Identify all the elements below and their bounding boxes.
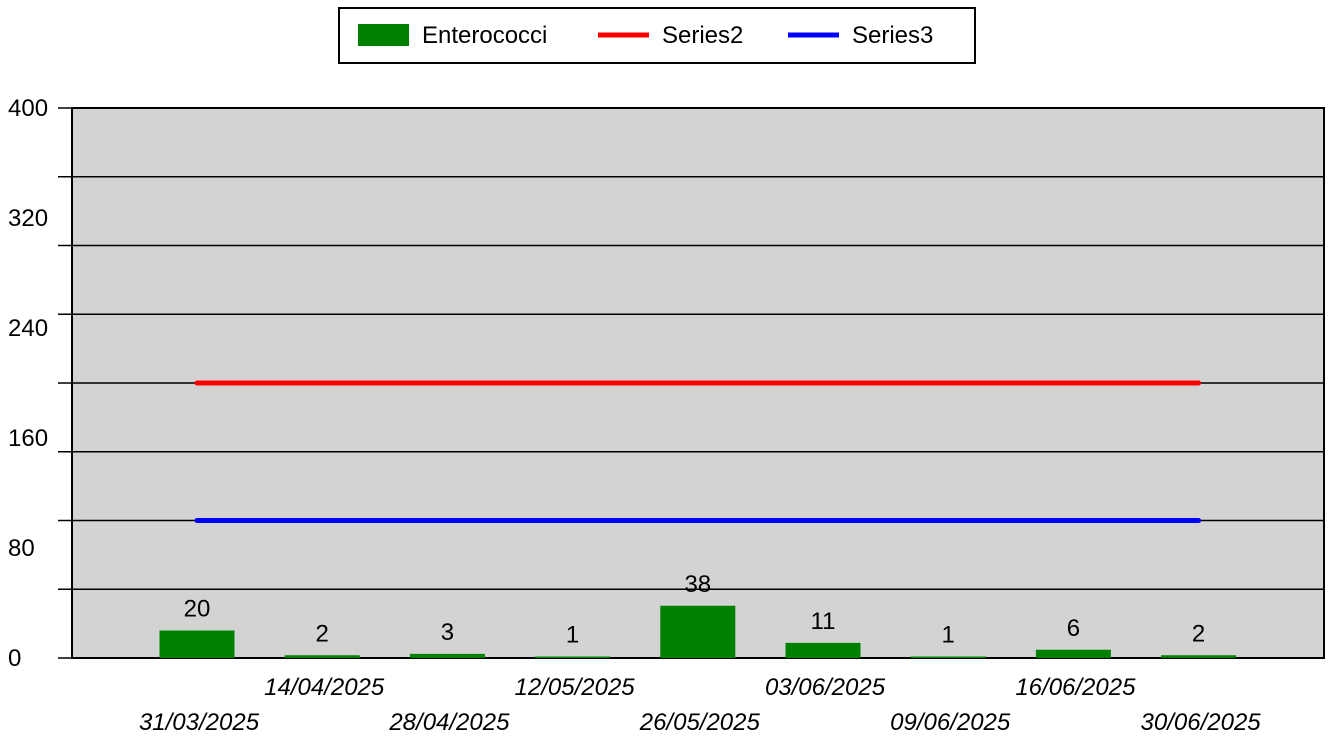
y-tick-label: 160 [8,425,48,452]
legend-entry-label: Series2 [662,22,743,49]
legend-entry-label: Series3 [852,22,933,49]
bar [1161,655,1237,658]
x-category-label: 26/05/2025 [639,709,761,736]
bar [910,656,986,658]
x-category-label: 28/04/2025 [388,709,510,736]
bar-value-label: 20 [184,596,211,623]
bar [535,656,611,658]
y-tick-label: 320 [8,205,48,232]
bar [785,642,861,658]
bar-value-label: 1 [566,622,579,649]
y-tick-label: 0 [8,645,21,672]
legend: Enterococci Series2 Series3 [338,7,976,64]
x-axis: 31/03/202514/04/202528/04/202512/05/2025… [139,674,1261,736]
y-tick-label: 80 [8,535,35,562]
x-category-label: 31/03/2025 [139,709,260,736]
x-category-label: 16/06/2025 [1015,674,1136,701]
bar [284,655,360,658]
bar-value-label: 11 [811,608,836,635]
legend-swatch [358,24,409,46]
y-axis: 0 80 160 240 320 400 [8,95,72,672]
y-tick-label: 400 [8,95,48,122]
bar [660,605,736,658]
bar-value-label: 6 [1067,615,1080,642]
bar [159,630,235,658]
line-series [194,380,1202,523]
bar-value-label: 1 [942,622,955,649]
x-category-label: 14/04/2025 [264,674,385,701]
bar-series [159,605,1237,658]
bar [409,653,485,658]
bar-value-label: 2 [316,620,329,647]
legend-entry-label: Enterococci [422,22,547,49]
bar-value-label: 2 [1192,620,1205,647]
x-category-label: 03/06/2025 [765,674,886,701]
x-category-label: 12/05/2025 [515,674,636,701]
bar-value-label: 3 [441,619,454,646]
bar [1035,649,1111,658]
bar-value-label: 38 [684,571,711,598]
x-category-label: 09/06/2025 [890,709,1011,736]
y-tick-label: 240 [8,315,48,342]
x-category-label: 30/06/2025 [1141,709,1262,736]
legend-box [338,7,976,64]
